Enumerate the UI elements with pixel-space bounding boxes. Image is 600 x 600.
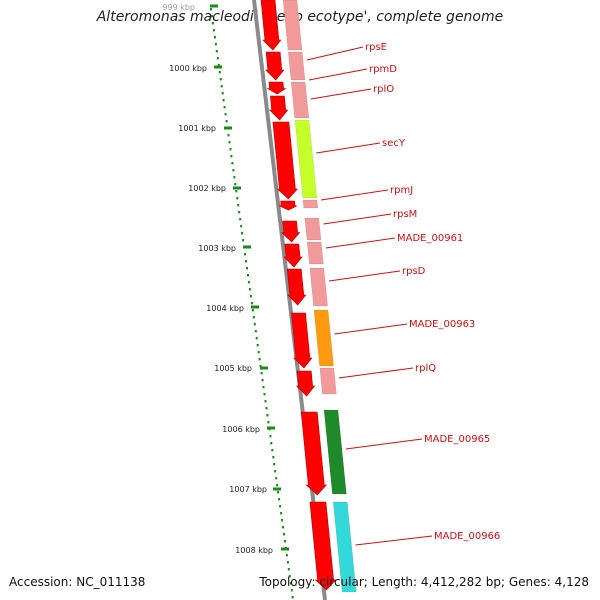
gene-label-leader: [306, 46, 364, 61]
cog-track: [282, 0, 357, 593]
gene-label-rpsd[interactable]: rpsD: [402, 266, 426, 277]
cog-segment: [306, 241, 324, 265]
cog-segment: [332, 501, 357, 593]
gene-label-leader: [355, 535, 433, 546]
cog-segment: [287, 51, 306, 81]
cog-segment: [302, 199, 319, 209]
ruler-tick: [273, 487, 281, 491]
gene-arrow[interactable]: [300, 411, 327, 496]
ruler-tick-label: 1001 kbp: [178, 124, 216, 133]
gene-label-secy[interactable]: secY: [382, 138, 406, 149]
gene-arrow[interactable]: [272, 121, 299, 200]
ruler-tick-label: 999 kbp: [162, 3, 195, 12]
gene-label-rpsm[interactable]: rpsM: [393, 209, 417, 220]
gene-label-leader: [310, 88, 372, 100]
gene-arrow[interactable]: [295, 370, 316, 397]
gene-label-leader: [329, 270, 401, 282]
gene-label-rplq[interactable]: rplQ: [415, 363, 436, 374]
gene-label-leader: [345, 438, 423, 450]
ruler-tick-label: 1004 kbp: [206, 304, 244, 313]
gene-label-made_00966[interactable]: MADE_00966: [434, 531, 500, 542]
cog-segment: [290, 81, 310, 119]
cog-segment: [313, 309, 334, 367]
cog-segment: [309, 267, 328, 307]
gene-label-leader: [320, 189, 389, 201]
ruler-tick: [210, 4, 218, 8]
gene-arrow[interactable]: [286, 268, 307, 306]
genome-summary-text: Topology: circular; Length: 4,412,282 bp…: [259, 575, 589, 589]
ruler-tick: [233, 186, 241, 190]
gene-arrow[interactable]: [268, 95, 289, 121]
gene-label-made_00961[interactable]: MADE_00961: [397, 233, 463, 244]
gene-label-made_00963[interactable]: MADE_00963: [409, 319, 475, 330]
gene-label-leader: [323, 213, 392, 225]
gene-label-leader: [334, 323, 408, 335]
gene-label-rplo[interactable]: rplO: [373, 84, 394, 95]
ruler-tick: [267, 426, 275, 430]
ruler-tick: [281, 547, 289, 551]
gene-arrow[interactable]: [283, 243, 303, 268]
gene-arrow[interactable]: [280, 220, 301, 243]
accession-text: Accession: NC_011138: [9, 575, 146, 589]
gene-label-leader: [308, 68, 368, 81]
gene-arrow[interactable]: [265, 51, 285, 81]
ruler-tick: [251, 305, 259, 309]
gene-label-made_00965[interactable]: MADE_00965: [424, 434, 490, 445]
ruler-tick-label: 1000 kbp: [169, 64, 207, 73]
ruler-tick-label: 1007 kbp: [229, 485, 267, 494]
ruler-tick: [260, 366, 268, 370]
cog-segment: [294, 119, 318, 199]
gene-label-rpmj[interactable]: rpmJ: [390, 185, 413, 196]
gene-label-leader: [338, 367, 414, 379]
gene-arrow[interactable]: [266, 81, 287, 95]
ruler-track: 999 kbp 1000 kbp 1001 kbp 1002 kbp 1003 kbp 1…: [162, 3, 294, 599]
map-title: Alteromonas macleodii 'Deep ecotype', co…: [96, 9, 504, 25]
ruler-dots: [210, 8, 294, 599]
cog-segment: [323, 409, 347, 495]
gene-label-leader: [316, 142, 381, 154]
gene-labels: rpsE rpmD rplO secY rpmJ rpsM MADE_00961 rpsD MA…: [306, 42, 500, 546]
ruler-tick-label: 1008 kbp: [235, 546, 273, 555]
ruler-tick: [224, 126, 232, 130]
gene-label-rpse[interactable]: rpsE: [365, 42, 387, 53]
ruler-tick: [243, 245, 251, 249]
gene-arrow[interactable]: [278, 200, 298, 211]
cog-segment: [282, 0, 303, 51]
ruler-tick: [214, 65, 222, 69]
backbone-line: [252, 0, 327, 600]
gene-track: [252, 0, 337, 600]
ruler-tick-label: 1006 kbp: [222, 425, 260, 434]
gene-arrow[interactable]: [291, 312, 313, 369]
gene-label-leader: [325, 237, 396, 249]
cog-segment: [319, 367, 337, 395]
ruler-tick-label: 1002 kbp: [188, 184, 226, 193]
gene-label-rpmd[interactable]: rpmD: [369, 64, 397, 75]
gene-arrow[interactable]: [309, 501, 337, 591]
ruler-tick-label: 1005 kbp: [214, 364, 252, 373]
ruler-tick-label: 1003 kbp: [198, 244, 236, 253]
gene-arrow[interactable]: [260, 0, 282, 51]
cog-segment: [304, 217, 322, 241]
